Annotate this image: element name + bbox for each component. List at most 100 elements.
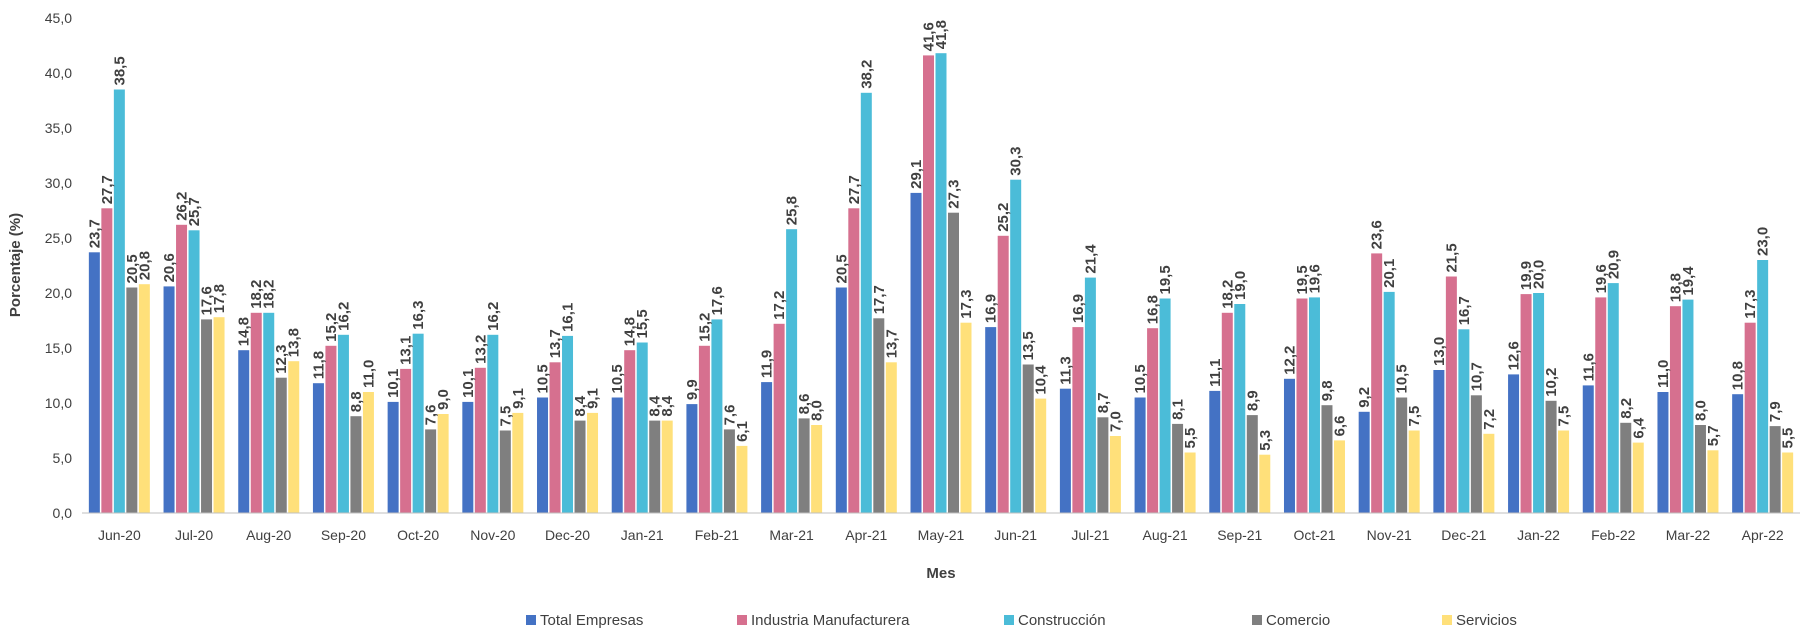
data-label: 9,8 bbox=[1319, 380, 1336, 401]
bar bbox=[1433, 370, 1445, 513]
data-label: 8,1 bbox=[1170, 399, 1187, 420]
data-label: 16,1 bbox=[560, 303, 577, 332]
data-label: 9,1 bbox=[510, 388, 527, 409]
data-label: 13,8 bbox=[286, 328, 303, 357]
x-tick-label: Mar-22 bbox=[1666, 527, 1711, 543]
bar bbox=[138, 284, 150, 513]
bar bbox=[325, 345, 337, 513]
y-tick-label: 25,0 bbox=[45, 230, 72, 246]
bar bbox=[798, 418, 810, 513]
bar bbox=[1782, 452, 1794, 513]
x-tick-label: Jul-20 bbox=[175, 527, 213, 543]
data-label: 5,5 bbox=[1182, 428, 1199, 449]
y-tick-label: 45,0 bbox=[45, 10, 72, 26]
data-label: 23,7 bbox=[86, 219, 103, 248]
bar bbox=[288, 361, 300, 513]
bar bbox=[1694, 425, 1706, 513]
x-tick-label: Mar-21 bbox=[769, 527, 814, 543]
bar bbox=[624, 350, 636, 513]
bar bbox=[362, 392, 374, 513]
bar bbox=[113, 89, 125, 513]
data-label: 9,1 bbox=[585, 388, 602, 409]
data-label: 12,6 bbox=[1506, 341, 1523, 370]
data-label: 7,6 bbox=[721, 405, 738, 426]
data-label: 13,2 bbox=[472, 335, 489, 364]
bar bbox=[1134, 397, 1146, 513]
bar bbox=[1283, 378, 1295, 513]
x-tick-label: Dec-21 bbox=[1441, 527, 1486, 543]
bar bbox=[238, 350, 250, 513]
bar bbox=[885, 362, 897, 513]
y-tick-label: 40,0 bbox=[45, 65, 72, 81]
x-tick-label: Jan-22 bbox=[1517, 527, 1560, 543]
bar bbox=[1084, 277, 1096, 513]
data-label: 19,5 bbox=[1294, 265, 1311, 294]
bar bbox=[263, 312, 275, 513]
data-label: 20,5 bbox=[833, 254, 850, 283]
bar bbox=[275, 377, 287, 513]
bar bbox=[723, 429, 735, 513]
data-label: 14,8 bbox=[622, 317, 639, 346]
data-label: 18,8 bbox=[1667, 273, 1684, 302]
data-label: 19,4 bbox=[1680, 266, 1697, 296]
data-label: 23,6 bbox=[1369, 220, 1386, 249]
data-label: 16,3 bbox=[410, 300, 427, 329]
data-label: 8,4 bbox=[659, 395, 676, 417]
bar bbox=[1172, 423, 1184, 513]
data-label: 8,4 bbox=[647, 395, 664, 417]
legend-swatch bbox=[737, 615, 747, 625]
data-label: 19,5 bbox=[1157, 265, 1174, 294]
data-label: 17,6 bbox=[199, 286, 216, 315]
bar bbox=[350, 416, 362, 513]
bar bbox=[761, 382, 773, 513]
bar bbox=[400, 368, 412, 513]
data-label: 20,9 bbox=[1605, 250, 1622, 279]
data-label: 16,9 bbox=[983, 294, 1000, 323]
bar bbox=[1097, 417, 1109, 513]
data-label: 21,5 bbox=[1443, 243, 1460, 272]
data-label: 17,8 bbox=[211, 284, 228, 313]
data-label: 15,2 bbox=[323, 313, 340, 342]
bar bbox=[101, 208, 113, 514]
bar bbox=[1470, 395, 1482, 513]
bar bbox=[1221, 312, 1233, 513]
bar bbox=[1620, 422, 1632, 513]
bar bbox=[1358, 411, 1370, 513]
bar bbox=[387, 401, 399, 513]
bar bbox=[1558, 430, 1570, 513]
data-label: 17,3 bbox=[1742, 289, 1759, 318]
legend-swatch bbox=[1252, 615, 1262, 625]
bar bbox=[1508, 374, 1520, 513]
bar bbox=[1333, 440, 1345, 513]
data-label: 17,2 bbox=[771, 291, 788, 320]
bar bbox=[848, 208, 860, 514]
data-label: 20,5 bbox=[124, 254, 141, 283]
data-label: 10,4 bbox=[1033, 365, 1050, 395]
bar bbox=[312, 383, 324, 513]
y-tick-label: 5,0 bbox=[53, 450, 73, 466]
bar bbox=[499, 430, 511, 513]
data-label: 8,9 bbox=[1244, 390, 1261, 411]
bar bbox=[811, 425, 823, 513]
x-tick-label: Sep-21 bbox=[1217, 527, 1262, 543]
bar bbox=[860, 92, 872, 514]
data-label: 41,6 bbox=[921, 22, 938, 51]
data-label: 8,6 bbox=[796, 394, 813, 415]
bar bbox=[1769, 426, 1781, 513]
data-label: 10,2 bbox=[1543, 368, 1560, 397]
bar bbox=[649, 420, 661, 513]
bar bbox=[1010, 179, 1022, 513]
data-label: 13,7 bbox=[883, 329, 900, 358]
legend-swatch bbox=[526, 615, 536, 625]
data-label: 9,0 bbox=[435, 389, 452, 410]
data-label: 19,6 bbox=[1593, 264, 1610, 293]
bar bbox=[176, 224, 188, 514]
y-axis-ticks: 0,0 5,0 10,0 15,0 20,0 25,0 30,0 35,0 40,0 45,0 bbox=[45, 10, 72, 521]
bar bbox=[1072, 327, 1084, 513]
data-label: 18,2 bbox=[1219, 280, 1236, 309]
data-label: 11,0 bbox=[360, 360, 377, 388]
bar bbox=[1383, 291, 1395, 513]
bar bbox=[562, 335, 574, 513]
legend-label: Total Empresas bbox=[540, 612, 643, 629]
data-label: 7,2 bbox=[1481, 409, 1498, 430]
